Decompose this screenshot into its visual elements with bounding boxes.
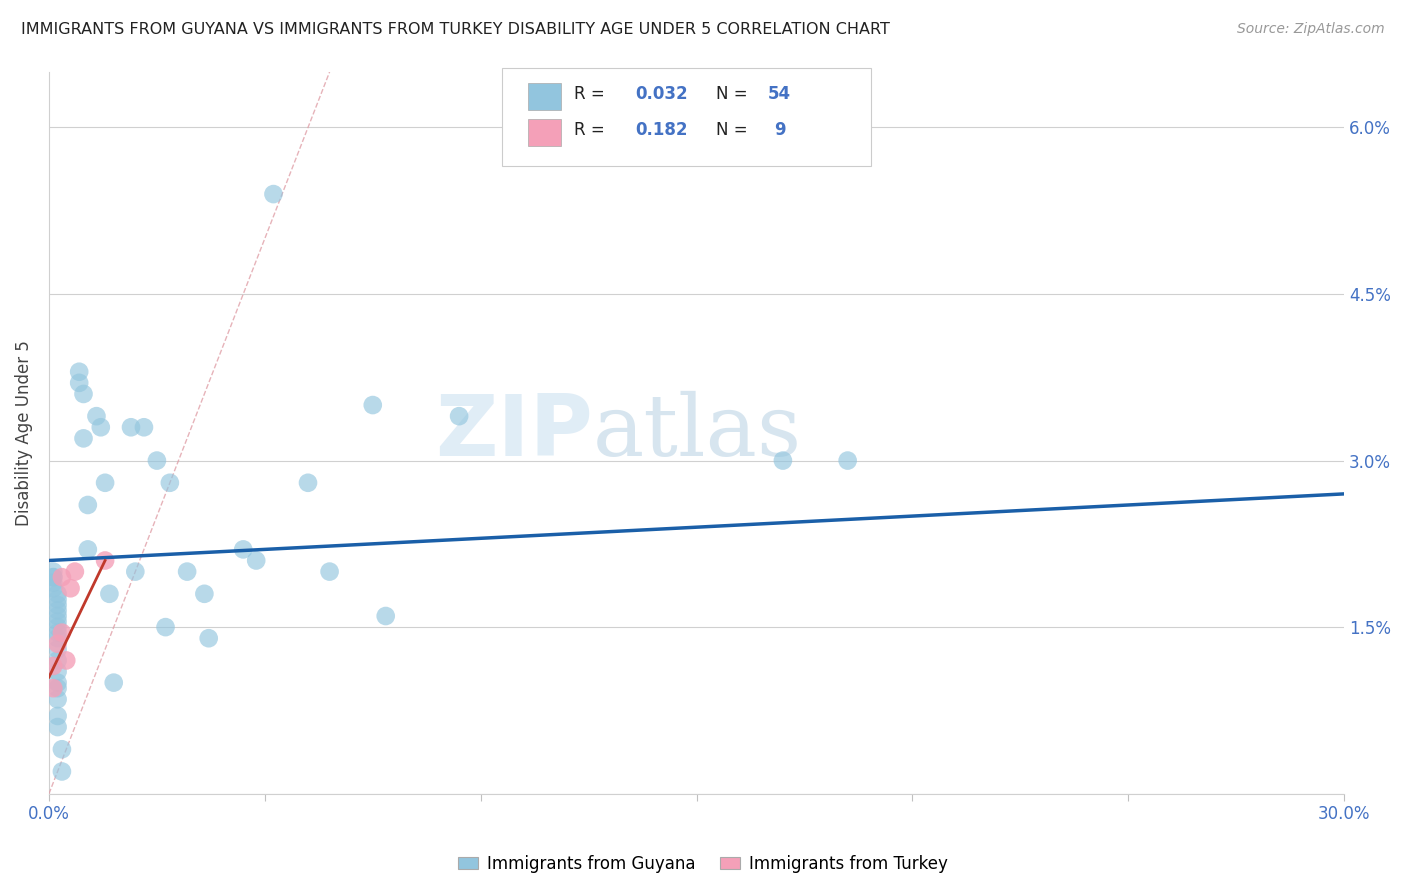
Point [94,475,117,490]
Point [297,475,319,490]
Point [176,565,198,579]
Text: ZIP: ZIP [436,392,593,475]
Point [94,553,117,567]
Point [772,453,794,467]
Point [46,642,69,657]
Point [46,603,69,617]
Point [46,598,69,612]
Point [55,653,77,667]
Point [42,681,65,696]
Point [51,625,73,640]
Text: 0.032: 0.032 [636,85,689,103]
Point [42,581,65,595]
Point [146,453,169,467]
Text: Source: ZipAtlas.com: Source: ZipAtlas.com [1237,22,1385,37]
Text: IMMIGRANTS FROM GUYANA VS IMMIGRANTS FROM TURKEY DISABILITY AGE UNDER 5 CORRELAT: IMMIGRANTS FROM GUYANA VS IMMIGRANTS FRO… [21,22,890,37]
Point [51,742,73,756]
Point [46,709,69,723]
Point [67,365,90,379]
Point [46,653,69,667]
Point [46,681,69,696]
Point [361,398,384,412]
Text: 0.182: 0.182 [636,120,688,138]
Point [449,409,471,424]
Point [42,565,65,579]
Point [76,498,98,512]
Point [46,692,69,706]
Point [46,620,69,634]
Point [51,570,73,584]
Point [46,592,69,607]
Point [86,409,108,424]
Point [72,431,94,445]
Point [155,620,177,634]
Point [72,387,94,401]
Point [90,420,112,434]
Point [98,587,121,601]
Point [837,453,859,467]
Point [232,542,254,557]
Point [76,542,98,557]
Point [46,637,69,651]
Point [193,587,215,601]
Point [318,565,340,579]
FancyBboxPatch shape [529,83,561,111]
Point [197,632,219,646]
Point [46,720,69,734]
Text: N =: N = [716,120,752,138]
Point [42,570,65,584]
Point [374,609,396,624]
Text: R =: R = [574,120,610,138]
Point [59,581,82,595]
Point [42,659,65,673]
Text: N =: N = [716,85,752,103]
Point [103,675,125,690]
Point [63,565,86,579]
Point [46,675,69,690]
Point [67,376,90,390]
Point [46,587,69,601]
Text: 9: 9 [775,120,786,138]
Point [46,665,69,679]
Text: R =: R = [574,85,610,103]
Point [46,609,69,624]
Point [132,420,155,434]
Point [245,553,267,567]
FancyBboxPatch shape [502,69,872,166]
Point [120,420,142,434]
Y-axis label: Disability Age Under 5: Disability Age Under 5 [15,340,32,525]
Point [51,764,73,779]
Legend: Immigrants from Guyana, Immigrants from Turkey: Immigrants from Guyana, Immigrants from … [451,848,955,880]
Text: atlas: atlas [593,392,801,475]
FancyBboxPatch shape [529,119,561,146]
Point [124,565,146,579]
Point [159,475,181,490]
Point [42,575,65,590]
Point [42,570,65,584]
Point [263,187,285,202]
Point [46,625,69,640]
Point [46,615,69,629]
Point [46,632,69,646]
Text: 54: 54 [768,85,792,103]
